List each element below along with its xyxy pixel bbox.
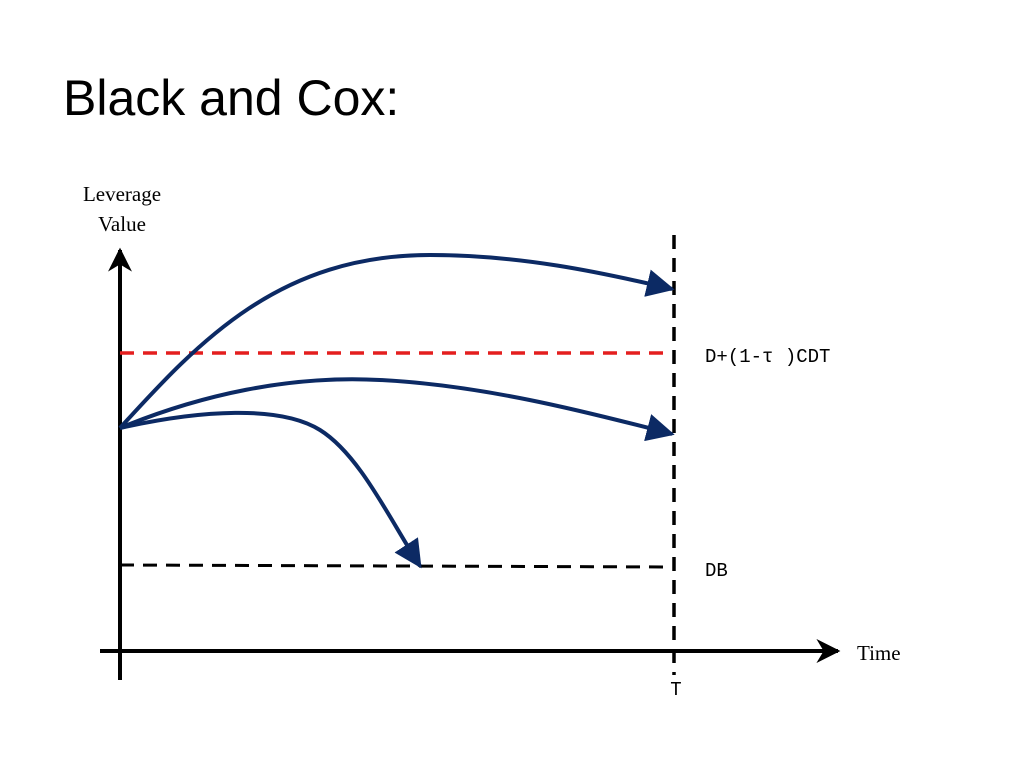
- x-axis-label: Time: [857, 641, 901, 665]
- y-axis-label: Leverage: [83, 182, 161, 206]
- maturity-label: T: [670, 679, 681, 701]
- path-default: [119, 410, 422, 569]
- slide-title: Black and Cox:: [63, 70, 399, 126]
- path-high: [118, 252, 675, 430]
- y-axis-label: Value: [98, 212, 146, 236]
- barrier-label: DB: [705, 560, 728, 582]
- barrier-label: D+(1-τ )CDT: [705, 346, 830, 368]
- path-middle: [119, 377, 675, 442]
